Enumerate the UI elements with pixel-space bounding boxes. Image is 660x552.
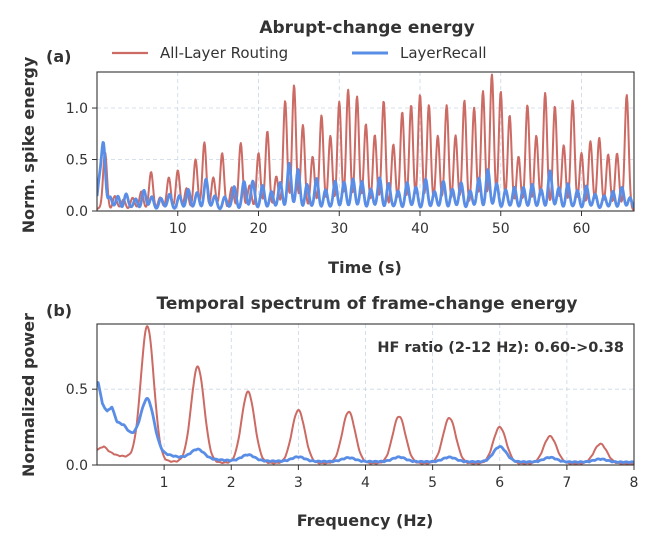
ticks-a: 10 20 30 40 50 60 0.0 0.5 1.0 <box>66 101 591 237</box>
series-line-0-layerrecall <box>97 141 634 211</box>
panel-a-title: Abrupt-change energy <box>259 18 474 38</box>
series-line-0-all-layer <box>97 73 634 211</box>
x-tick-label-1-7: 8 <box>630 475 639 491</box>
y-axis-label-b: Normalized power <box>19 313 38 477</box>
x-tick-label-0-3: 40 <box>411 221 429 237</box>
y-axis-label-a: Norm. spike energy <box>19 56 38 233</box>
x-tick-label-1-0: 1 <box>160 475 169 491</box>
y-tick-label-0-0: 0.0 <box>66 204 88 220</box>
series-line-1-layerrecall <box>97 380 634 465</box>
legend-label-layerrecall: LayerRecall <box>400 44 487 62</box>
plot-frame-a <box>96 71 635 212</box>
x-tick-label-1-4: 5 <box>428 475 437 491</box>
y-tick-label-1-1: 0.5 <box>66 382 88 398</box>
x-tick-label-0-4: 50 <box>492 221 510 237</box>
x-tick-label-1-1: 2 <box>227 475 236 491</box>
x-tick-label-1-3: 4 <box>361 475 370 491</box>
legend: All-Layer Routing LayerRecall <box>112 44 487 62</box>
x-tick-label-0-5: 60 <box>573 221 591 237</box>
plot-area-a <box>97 72 634 212</box>
y-tick-label-0-1: 0.5 <box>66 153 88 169</box>
y-tick-label-0-2: 1.0 <box>66 101 88 117</box>
x-tick-label-1-6: 7 <box>562 475 571 491</box>
y-tick-label-1-0: 0.0 <box>66 458 88 474</box>
x-axis-label-a: Time (s) <box>328 258 402 277</box>
panel-b-title: Temporal spectrum of frame-change energy <box>157 294 578 314</box>
panel-a-label: (a) <box>46 47 71 66</box>
ticks-b: 1 2 3 4 5 6 7 8 0.0 0.5 <box>66 382 639 491</box>
x-tick-label-1-5: 6 <box>495 475 504 491</box>
x-tick-label-1-2: 3 <box>294 475 303 491</box>
x-tick-label-0-1: 20 <box>250 221 268 237</box>
x-tick-label-0-0: 10 <box>169 221 187 237</box>
x-tick-label-0-2: 30 <box>330 221 348 237</box>
hf-ratio-annotation: HF ratio (2-12 Hz): 0.60->0.38 <box>377 340 624 356</box>
legend-label-all-layer: All-Layer Routing <box>160 44 288 62</box>
panel-b-label: (b) <box>46 301 72 320</box>
x-axis-label-b: Frequency (Hz) <box>297 511 434 530</box>
